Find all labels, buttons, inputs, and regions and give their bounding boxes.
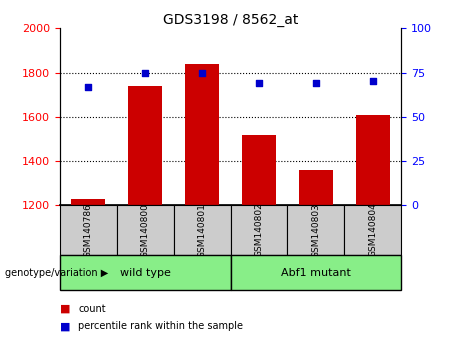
Bar xyxy=(230,255,401,290)
Text: genotype/variation ▶: genotype/variation ▶ xyxy=(5,268,108,278)
Bar xyxy=(117,205,174,255)
Bar xyxy=(71,199,106,205)
Point xyxy=(198,70,206,75)
Bar xyxy=(185,64,219,205)
Bar xyxy=(230,205,287,255)
Bar xyxy=(174,205,230,255)
Text: ■: ■ xyxy=(60,303,71,314)
Point xyxy=(85,84,92,90)
Text: GSM140802: GSM140802 xyxy=(254,203,263,257)
Text: GSM140786: GSM140786 xyxy=(84,202,93,258)
Text: GSM140804: GSM140804 xyxy=(368,203,377,257)
Bar xyxy=(287,205,344,255)
Title: GDS3198 / 8562_at: GDS3198 / 8562_at xyxy=(163,13,298,27)
Text: GSM140801: GSM140801 xyxy=(198,202,207,258)
Point xyxy=(369,79,376,84)
Bar xyxy=(60,205,117,255)
Text: GSM140800: GSM140800 xyxy=(141,202,150,258)
Text: GSM140803: GSM140803 xyxy=(311,202,320,258)
Text: count: count xyxy=(78,303,106,314)
Text: Abf1 mutant: Abf1 mutant xyxy=(281,268,351,278)
Bar xyxy=(242,135,276,205)
Point xyxy=(255,80,263,86)
Bar xyxy=(299,170,333,205)
Point xyxy=(312,80,319,86)
Text: percentile rank within the sample: percentile rank within the sample xyxy=(78,321,243,331)
Text: wild type: wild type xyxy=(120,268,171,278)
Bar xyxy=(355,115,390,205)
Text: ■: ■ xyxy=(60,321,71,331)
Point xyxy=(142,70,149,75)
Bar xyxy=(128,86,162,205)
Bar xyxy=(344,205,401,255)
Bar xyxy=(60,255,230,290)
